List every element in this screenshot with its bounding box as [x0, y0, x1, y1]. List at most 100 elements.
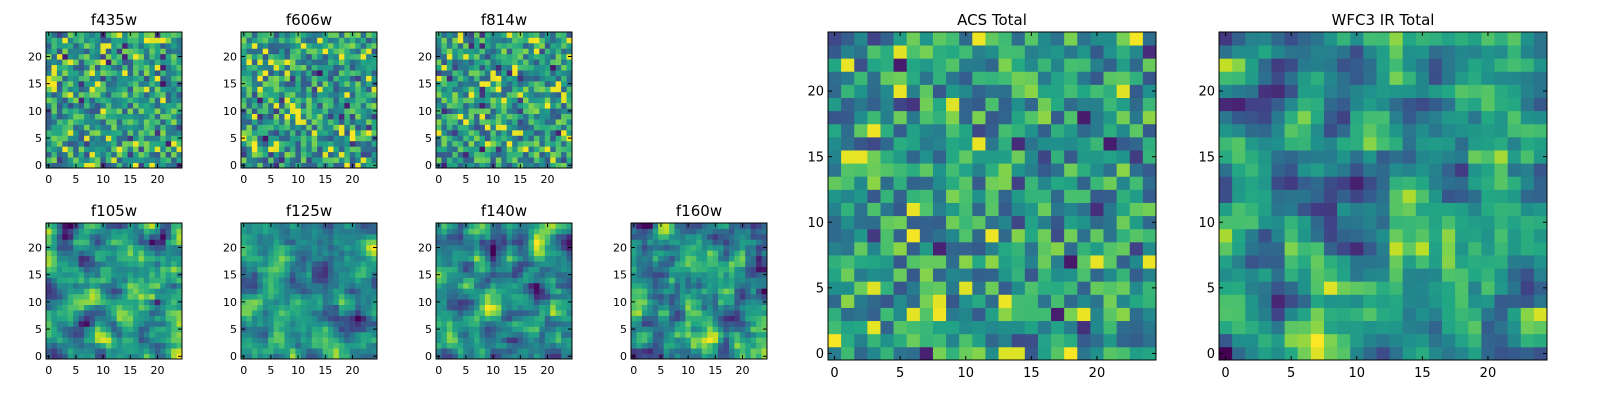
heatmap-cell [484, 255, 491, 262]
heatmap-cell [517, 310, 524, 316]
heatmap-cell [349, 310, 356, 316]
heatmap-cell [679, 288, 686, 295]
heatmap-cell [89, 70, 96, 76]
heatmap-cell [56, 59, 63, 66]
heatmap-cell [468, 162, 475, 169]
heatmap-cell [652, 353, 659, 360]
heatmap-cell [100, 310, 107, 316]
heatmap-cell [484, 293, 491, 300]
heatmap-cell [344, 326, 351, 333]
heatmap-cell [550, 80, 557, 87]
heatmap-cell [728, 277, 735, 284]
heatmap-cell [78, 282, 85, 289]
heatmap-cell [566, 348, 573, 354]
heatmap-cell [550, 119, 557, 125]
heatmap-cell [138, 244, 145, 251]
heatmap-cell [474, 80, 480, 87]
heatmap-cell [841, 189, 855, 203]
heatmap-cell [165, 271, 172, 278]
heatmap-cell [539, 108, 546, 114]
heatmap-cell [279, 108, 285, 114]
heatmap-cell [457, 310, 464, 316]
heatmap-cell [171, 75, 177, 82]
heatmap-cell [246, 304, 253, 311]
heatmap-cell [89, 146, 96, 153]
heatmap-cell [171, 255, 177, 262]
heatmap-cell [111, 86, 118, 93]
heatmap-cell [1116, 268, 1131, 282]
heatmap-cell [56, 233, 63, 240]
heatmap-cell [523, 271, 529, 278]
heatmap-cell [262, 48, 269, 55]
heatmap-cell [867, 346, 881, 361]
heatmap-cell [268, 310, 275, 316]
heatmap-cell [127, 97, 134, 104]
heatmap-cell [550, 233, 557, 240]
heatmap-cell [251, 124, 258, 131]
heatmap-cell [165, 102, 172, 109]
heatmap-cell [566, 157, 573, 163]
heatmap-cell [67, 293, 74, 300]
heatmap-cell [463, 337, 470, 344]
heatmap-cell [100, 97, 107, 104]
heatmap-cell [360, 135, 367, 142]
heatmap-cell [647, 261, 654, 267]
heatmap-cell [116, 146, 123, 153]
heatmap-cell [349, 75, 356, 82]
heatmap-cell [533, 255, 540, 262]
heatmap-cell [122, 37, 128, 44]
heatmap-cell [355, 348, 362, 354]
heatmap-cell [62, 59, 69, 66]
heatmap-cell [517, 233, 524, 240]
heatmap-cell [171, 86, 177, 93]
heatmap-cell [463, 310, 470, 316]
heatmap-cell [84, 64, 90, 71]
heatmap-cell [366, 310, 372, 316]
heatmap-cell [1011, 163, 1026, 177]
heatmap-cell [138, 310, 145, 316]
heatmap-cell [279, 239, 285, 246]
heatmap-cell [479, 113, 486, 120]
heatmap-cell [355, 162, 362, 169]
heatmap-cell [734, 261, 741, 267]
heatmap-cell [723, 315, 730, 322]
heatmap-cell [528, 70, 535, 76]
heatmap-cell [523, 48, 529, 55]
heatmap-cell [463, 70, 470, 76]
heatmap-cell [262, 320, 269, 327]
heatmap-cell [246, 32, 253, 38]
heatmap-cell [116, 91, 123, 98]
heatmap-cell [647, 293, 654, 300]
heatmap-cell [143, 326, 150, 333]
heatmap-cell [517, 53, 524, 60]
heatmap-cell [273, 310, 280, 316]
heatmap-cell [268, 315, 275, 322]
heatmap-cell [127, 255, 134, 262]
heatmap-cell [674, 233, 681, 240]
heatmap-cell [289, 304, 296, 311]
heatmap-cell [723, 228, 730, 235]
heatmap-cell [479, 119, 486, 125]
heatmap-cell [62, 239, 69, 246]
heatmap-cell [561, 108, 567, 114]
heatmap-cell [105, 102, 112, 109]
heatmap-cell [636, 310, 643, 316]
heatmap-cell [338, 48, 345, 55]
heatmap-cell [67, 353, 74, 360]
heatmap-cell [160, 129, 167, 136]
heatmap-cell [268, 293, 275, 300]
heatmap-cell [116, 102, 123, 109]
heatmap-cell [523, 331, 529, 338]
heatmap-cell [658, 288, 665, 295]
heatmap-cell [756, 310, 762, 316]
heatmap-cell [241, 37, 247, 44]
heatmap-cell [484, 102, 491, 109]
heatmap-cell [360, 129, 367, 136]
heatmap-cell [306, 124, 313, 131]
heatmap-cell [176, 261, 183, 267]
heatmap-cell [89, 315, 96, 322]
heatmap-cell [268, 261, 275, 267]
heatmap-cell [262, 91, 269, 98]
heatmap-cell [127, 59, 134, 66]
heatmap-cell [631, 320, 637, 327]
